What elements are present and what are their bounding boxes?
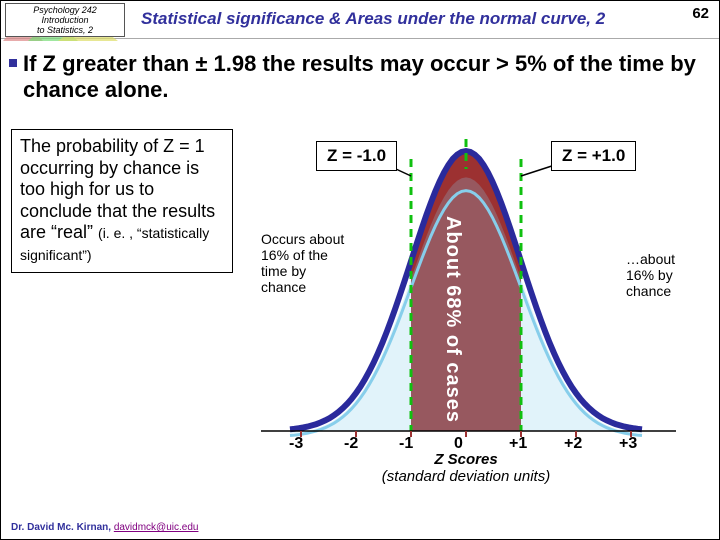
bullet-text: If Z greater than ± 1.98 the results may…: [23, 51, 696, 102]
occurs-left-text: Occurs about 16% of the time by chance: [261, 231, 351, 295]
occurs-right-text: …about 16% by chance: [626, 251, 696, 299]
axis-title: Z Scores (standard deviation units): [231, 451, 701, 485]
z-left-label: Z = -1.0: [316, 141, 397, 171]
main-bullet: If Z greater than ± 1.98 the results may…: [23, 51, 699, 104]
slide-number: 62: [692, 5, 709, 22]
normal-curve-chart: Z = -1.0 Z = +1.0 Occurs about 16% of th…: [231, 121, 701, 481]
footer-email: davidmck@uic.edu: [114, 522, 199, 533]
course-box: Psychology 242 Introduction to Statistic…: [5, 3, 125, 37]
footer-author: Dr. David Mc. Kirnan,: [11, 522, 114, 533]
z-right-label: Z = +1.0: [551, 141, 636, 171]
curve-svg: [231, 121, 701, 481]
axis-subtitle: (standard deviation units): [382, 468, 550, 485]
course-line3: to Statistics, 2: [6, 26, 124, 36]
slide-header: Psychology 242 Introduction to Statistic…: [1, 1, 719, 39]
bullet-icon: [9, 59, 17, 67]
slide-title: Statistical significance & Areas under t…: [141, 9, 605, 29]
center-band-label: About 68% of cases: [441, 216, 464, 423]
probability-box: The probability of Z = 1 occurring by ch…: [11, 129, 233, 273]
axis-title-text: Z Scores: [434, 451, 497, 468]
footer: Dr. David Mc. Kirnan, davidmck@uic.edu: [11, 522, 198, 533]
